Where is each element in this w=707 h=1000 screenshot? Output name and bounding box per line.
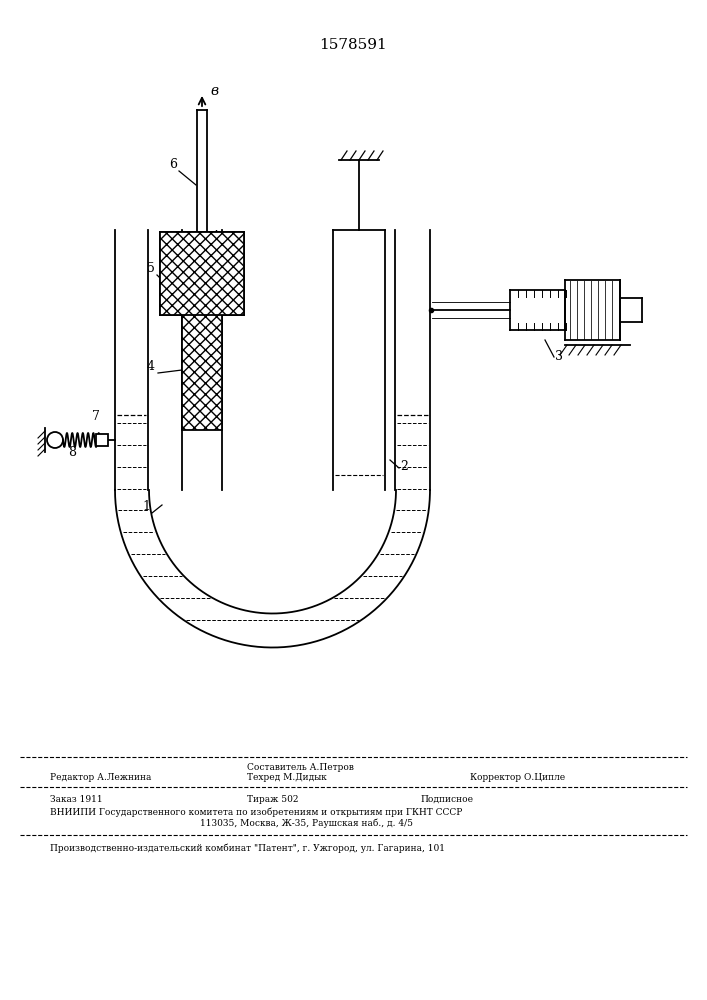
- Text: Подписное: Подписное: [420, 794, 473, 804]
- Text: 5: 5: [147, 262, 155, 275]
- Text: Корректор О.Ципле: Корректор О.Ципле: [470, 774, 565, 782]
- Text: 3: 3: [555, 350, 563, 363]
- Text: 8: 8: [68, 446, 76, 459]
- Bar: [160, 232, 244, 315]
- Text: Производственно-издательский комбинат "Патент", г. Ужгород, ул. Гагарина, 101: Производственно-издательский комбинат "П…: [50, 843, 445, 853]
- Text: Заказ 1911: Заказ 1911: [50, 794, 103, 804]
- Text: Составитель А.Петров: Составитель А.Петров: [247, 764, 354, 772]
- Text: Редактор А.Лежнина: Редактор А.Лежнина: [50, 772, 151, 782]
- Text: 6: 6: [169, 158, 177, 171]
- Bar: [182, 310, 222, 430]
- Bar: [96, 434, 108, 446]
- Text: А: А: [211, 230, 221, 243]
- Text: 4: 4: [147, 360, 155, 373]
- Text: 7: 7: [92, 410, 100, 423]
- Text: 1: 1: [142, 500, 150, 513]
- Text: Тираж 502: Тираж 502: [247, 794, 298, 804]
- Text: 2: 2: [400, 460, 408, 473]
- Text: Техред М.Дидык: Техред М.Дидык: [247, 774, 327, 782]
- Text: в: в: [210, 84, 218, 98]
- Text: ВНИИПИ Государственного комитета по изобретениям и открытиям при ГКНТ СССР: ВНИИПИ Государственного комитета по изоб…: [50, 807, 462, 817]
- Text: 113035, Москва, Ж-35, Раушская наб., д. 4/5: 113035, Москва, Ж-35, Раушская наб., д. …: [200, 818, 413, 828]
- Text: 1578591: 1578591: [319, 38, 387, 52]
